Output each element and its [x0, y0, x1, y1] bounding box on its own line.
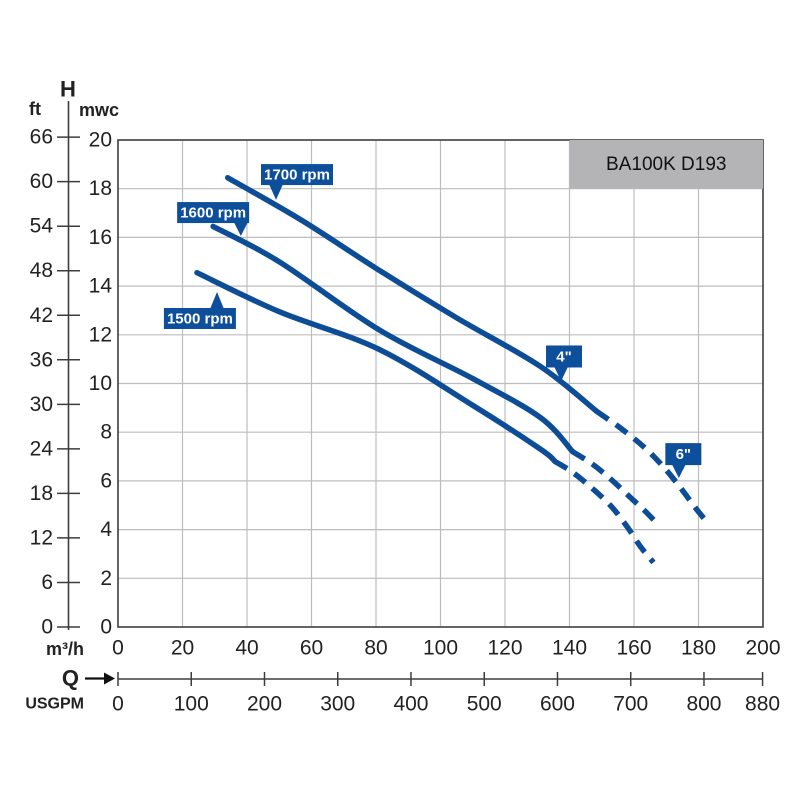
x-tick-usgpm-400: 400: [393, 693, 428, 716]
callout-pointer: [210, 291, 225, 309]
callout-text: 1700 rpm: [264, 167, 330, 184]
x-tick-m3h-180: 180: [681, 637, 716, 660]
callout-box: [546, 345, 583, 368]
y-tick-ft-24: 24: [30, 437, 54, 460]
curve-1600rpm-dashed: [571, 449, 661, 527]
callout-text: 6": [676, 446, 691, 463]
x-tick-m3h-60: 60: [300, 637, 323, 660]
annotation-1500rpm: 1500 rpm: [163, 291, 236, 329]
x-tick-m3h-160: 160: [616, 637, 651, 660]
x-tick-usgpm-880: 880: [745, 693, 780, 716]
callout-box: [177, 202, 250, 224]
x-tick-usgpm-600: 600: [540, 693, 575, 716]
x-tick-m3h-140: 140: [552, 637, 587, 660]
y-tick-ft-66: 66: [30, 126, 53, 149]
plot-border: [117, 139, 764, 628]
unit-ft-label: ft: [29, 99, 41, 119]
callout-text: 1600 rpm: [180, 205, 246, 222]
y-tick-mwc-6: 6: [100, 469, 112, 492]
y-tick-mwc-4: 4: [100, 518, 112, 541]
x-tick-m3h-0: 0: [112, 637, 124, 660]
x-tick-usgpm-100: 100: [174, 693, 209, 716]
q-arrow-head: [104, 672, 115, 685]
curve-1700rpm-dashed: [595, 409, 711, 526]
x-tick-m3h-40: 40: [235, 637, 258, 660]
x-tick-m3h-100: 100: [423, 637, 458, 660]
x-tick-usgpm-700: 700: [613, 693, 648, 716]
annotation-4: 4": [546, 345, 583, 382]
y-tick-mwc-20: 20: [89, 129, 112, 152]
y-tick-mwc-12: 12: [89, 323, 112, 346]
y-tick-mwc-10: 10: [89, 372, 112, 395]
curve-1700rpm-solid: [224, 174, 600, 415]
y-tick-ft-0: 0: [41, 616, 53, 639]
callout-pointer: [233, 222, 248, 236]
callout-box: [163, 307, 236, 329]
x-tick-usgpm-200: 200: [247, 693, 282, 716]
callout-box: [665, 443, 702, 466]
y-tick-ft-30: 30: [30, 393, 53, 416]
y-tick-ft-48: 48: [30, 259, 53, 282]
x-tick-usgpm-500: 500: [467, 693, 502, 716]
y-tick-mwc-14: 14: [89, 275, 113, 298]
y-tick-ft-36: 36: [30, 348, 53, 371]
y-tick-mwc-8: 8: [100, 421, 112, 444]
y-tick-ft-60: 60: [30, 170, 53, 193]
callout-text: 1500 rpm: [167, 310, 233, 327]
callout-pointer: [554, 366, 569, 382]
unit-mwc-label: mwc: [79, 100, 119, 120]
axis-title-h: H: [60, 77, 76, 102]
x-tick-usgpm-0: 0: [112, 693, 124, 716]
x-tick-m3h-20: 20: [171, 637, 194, 660]
model-label-box: [569, 140, 763, 189]
x-tick-m3h-120: 120: [487, 637, 522, 660]
y-tick-ft-12: 12: [30, 526, 53, 549]
x-tick-usgpm-800: 800: [686, 693, 721, 716]
x-tick-usgpm-300: 300: [320, 693, 355, 716]
unit-m3h-label: m³/h: [46, 639, 84, 659]
curve-1500rpm-solid: [194, 269, 558, 465]
curve-1600rpm-solid: [210, 223, 576, 455]
callout-box: [260, 164, 333, 186]
flow-symbol-q: Q: [62, 666, 79, 691]
annotation-1600rpm: 1600 rpm: [177, 202, 250, 236]
y-tick-mwc-0: 0: [100, 616, 112, 639]
callout-pointer: [671, 464, 686, 478]
curve-1500rpm-dashed: [553, 459, 656, 565]
x-tick-m3h-200: 200: [745, 637, 780, 660]
y-tick-mwc-16: 16: [89, 226, 112, 249]
callout-pointer: [269, 184, 284, 200]
callout-text: 4": [556, 348, 571, 365]
annotation-6: 6": [665, 443, 702, 478]
x-tick-m3h-80: 80: [364, 637, 387, 660]
y-tick-ft-6: 6: [41, 571, 53, 594]
annotation-1700rpm: 1700 rpm: [260, 164, 333, 200]
y-tick-mwc-18: 18: [89, 177, 112, 200]
y-tick-ft-42: 42: [30, 304, 53, 327]
y-tick-ft-18: 18: [30, 482, 53, 505]
unit-usgpm-label: USGPM: [25, 696, 84, 713]
y-tick-ft-54: 54: [30, 215, 54, 238]
model-label: BA100K D193: [606, 154, 726, 175]
y-tick-mwc-2: 2: [100, 567, 112, 590]
